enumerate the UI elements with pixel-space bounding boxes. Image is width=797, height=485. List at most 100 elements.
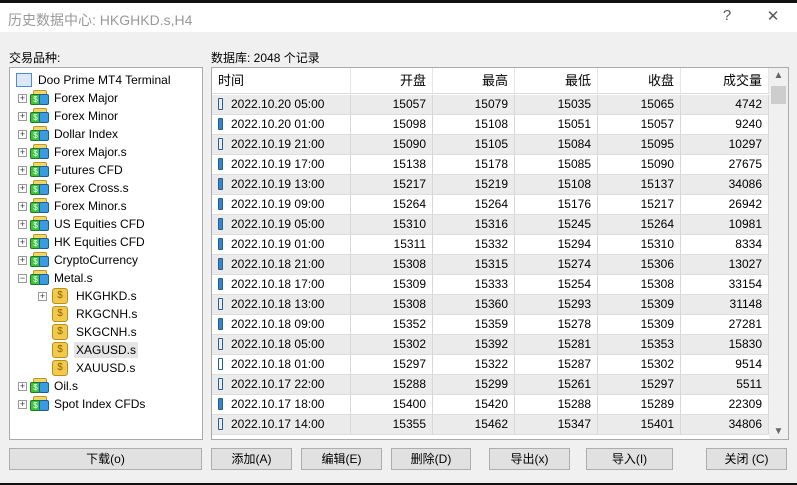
tree-group[interactable]: + $ Futures CFD — [18, 161, 123, 179]
expand-icon[interactable]: + — [18, 146, 27, 157]
scroll-down-icon[interactable]: ▼ — [773, 426, 784, 437]
tree-item-label: XAGUSD.s — [74, 342, 139, 358]
scroll-thumb[interactable] — [771, 86, 786, 104]
tree-symbol[interactable]: $ SKGCNH.s — [52, 323, 139, 341]
cell-value: 15462 — [474, 417, 508, 431]
cell: 15098 — [351, 115, 433, 134]
scroll-up-icon[interactable]: ▲ — [773, 70, 784, 81]
download-button[interactable]: 下载(o) — [9, 448, 202, 470]
tree-group[interactable]: + $ CryptoCurrency — [18, 251, 138, 269]
table-row[interactable]: 2022.10.17 18:00 15400 15420 15288 15289 2230… — [212, 395, 769, 415]
table-row[interactable]: 2022.10.18 01:00 15297 15322 15287 15302 9514 — [212, 355, 769, 375]
cell: 26942 — [681, 195, 769, 214]
table-row[interactable]: 2022.10.18 05:00 15302 15392 15281 15353 1583… — [212, 335, 769, 355]
expand-icon[interactable]: + — [18, 254, 27, 265]
help-button[interactable]: ? — [722, 7, 732, 24]
cell-value: 15264 — [474, 197, 508, 211]
tree-group[interactable]: + $ Forex Major — [18, 89, 118, 107]
add-button[interactable]: 添加(A) — [211, 448, 292, 470]
tree-item-label: Oil.s — [54, 379, 78, 393]
expand-icon[interactable]: + — [18, 218, 27, 229]
cell-value: 15332 — [474, 237, 508, 251]
tree-group[interactable]: + $ Forex Major.s — [18, 143, 127, 161]
symbol-group-icon: $ — [30, 396, 50, 412]
cell-value: 33154 — [728, 277, 762, 291]
cell-value: 15137 — [640, 177, 674, 191]
table-row[interactable]: 2022.10.19 13:00 15217 15219 15108 15137 3408… — [212, 175, 769, 195]
table-row[interactable]: 2022.10.19 17:00 15138 15178 15085 15090 2767… — [212, 155, 769, 175]
expand-icon[interactable]: + — [18, 236, 27, 247]
column-header-1[interactable]: 开盘 — [351, 68, 433, 93]
cell: 2022.10.17 22:00 — [212, 375, 351, 394]
history-table[interactable]: 时间 开盘 最高 最低 收盘 成交量 ▲ ▼ 2022.10.20 05:00 15057 1… — [211, 67, 789, 440]
tree-root[interactable]: Doo Prime MT4 Terminal — [16, 71, 170, 89]
column-header-4[interactable]: 收盘 — [598, 68, 681, 93]
tree-group[interactable]: + $ Forex Minor — [18, 107, 118, 125]
candle-icon — [218, 338, 223, 350]
cell-value: 15057 — [640, 117, 674, 131]
cell: 9514 — [681, 355, 769, 374]
tree-item-label: Forex Minor — [54, 109, 119, 123]
column-header-5[interactable]: 成交量 — [681, 68, 769, 93]
delete-button[interactable]: 删除(D) — [391, 448, 471, 470]
cell: 15051 — [515, 115, 598, 134]
table-row[interactable]: 2022.10.18 17:00 15309 15333 15254 15308 3315… — [212, 275, 769, 295]
tree-group[interactable]: + $ Oil.s — [18, 377, 78, 395]
table-row[interactable]: 2022.10.18 09:00 15352 15359 15278 15309 2728… — [212, 315, 769, 335]
import-button[interactable]: 导入(I) — [586, 448, 673, 470]
expand-icon[interactable]: + — [18, 182, 27, 193]
tree-symbol[interactable]: $ XAGUSD.s — [52, 341, 139, 359]
cell-value: 2022.10.19 05:00 — [231, 217, 325, 231]
cell-value: 15401 — [640, 417, 674, 431]
tree-group[interactable]: − $ Metal.s — [18, 269, 93, 287]
expand-icon[interactable]: + — [18, 398, 27, 409]
tree-group[interactable]: + $ Spot Index CFDs — [18, 395, 145, 413]
expand-icon[interactable]: + — [18, 380, 27, 391]
cell: 15079 — [433, 95, 515, 114]
symbol-tree[interactable]: Doo Prime MT4 Terminal + $ Forex Major + $ For… — [9, 67, 203, 440]
column-header-0[interactable]: 时间 — [212, 68, 351, 93]
table-row[interactable]: 2022.10.19 09:00 15264 15264 15176 15217 2694… — [212, 195, 769, 215]
tree-item-label: Doo Prime MT4 Terminal — [38, 73, 171, 87]
expand-icon[interactable]: + — [18, 128, 27, 139]
symbol-group-icon: $ — [30, 90, 50, 106]
tree-group[interactable]: + $ Dollar Index — [18, 125, 118, 143]
tree-group[interactable]: + $ US Equities CFD — [18, 215, 145, 233]
tree-symbol[interactable]: $ XAUUSD.s — [52, 359, 137, 377]
column-header-3[interactable]: 最低 — [515, 68, 598, 93]
table-row[interactable]: 2022.10.20 05:00 15057 15079 15035 15065 4742 — [212, 95, 769, 115]
expand-icon[interactable]: + — [18, 200, 27, 211]
table-row[interactable]: 2022.10.19 05:00 15310 15316 15245 15264 1098… — [212, 215, 769, 235]
export-button[interactable]: 导出(x) — [489, 448, 570, 470]
tree-group[interactable]: + $ HK Equities CFD — [18, 233, 145, 251]
cell: 15065 — [598, 95, 681, 114]
tree-group[interactable]: + $ Forex Cross.s — [18, 179, 129, 197]
tree-symbol[interactable]: $ RKGCNH.s — [52, 305, 139, 323]
column-header-2[interactable]: 最高 — [433, 68, 515, 93]
cell-value: 15347 — [557, 417, 591, 431]
table-row[interactable]: 2022.10.18 21:00 15308 15315 15274 15306 1302… — [212, 255, 769, 275]
cell: 15353 — [598, 335, 681, 354]
cell-value: 8334 — [735, 237, 762, 251]
tree-symbol[interactable]: + $ HKGHKD.s — [38, 287, 139, 305]
vertical-scrollbar[interactable]: ▲ ▼ — [769, 68, 788, 439]
edit-button[interactable]: 编辑(E) — [301, 448, 382, 470]
table-row[interactable]: 2022.10.17 14:00 15355 15462 15347 15401 3480… — [212, 415, 769, 435]
cell-value: 15294 — [557, 237, 591, 251]
cell-value: 15079 — [474, 97, 508, 111]
expand-icon[interactable]: + — [18, 164, 27, 175]
table-row[interactable]: 2022.10.18 13:00 15308 15360 15293 15309 3114… — [212, 295, 769, 315]
table-row[interactable]: 2022.10.19 01:00 15311 15332 15294 15310 8334 — [212, 235, 769, 255]
cell-value: 15217 — [392, 177, 426, 191]
expand-icon[interactable]: + — [18, 110, 27, 121]
table-row[interactable]: 2022.10.17 22:00 15288 15299 15261 15297 5511 — [212, 375, 769, 395]
close-window-button[interactable]: ✕ — [766, 8, 780, 25]
cell-value: 15264 — [392, 197, 426, 211]
tree-group[interactable]: + $ Forex Minor.s — [18, 197, 127, 215]
close-button[interactable]: 关闭 (C) — [706, 448, 787, 470]
table-row[interactable]: 2022.10.19 21:00 15090 15105 15084 15095 1029… — [212, 135, 769, 155]
collapse-icon[interactable]: − — [18, 272, 27, 283]
table-row[interactable]: 2022.10.20 01:00 15098 15108 15051 15057 9240 — [212, 115, 769, 135]
expand-icon[interactable]: + — [38, 290, 47, 301]
expand-icon[interactable]: + — [18, 92, 27, 103]
